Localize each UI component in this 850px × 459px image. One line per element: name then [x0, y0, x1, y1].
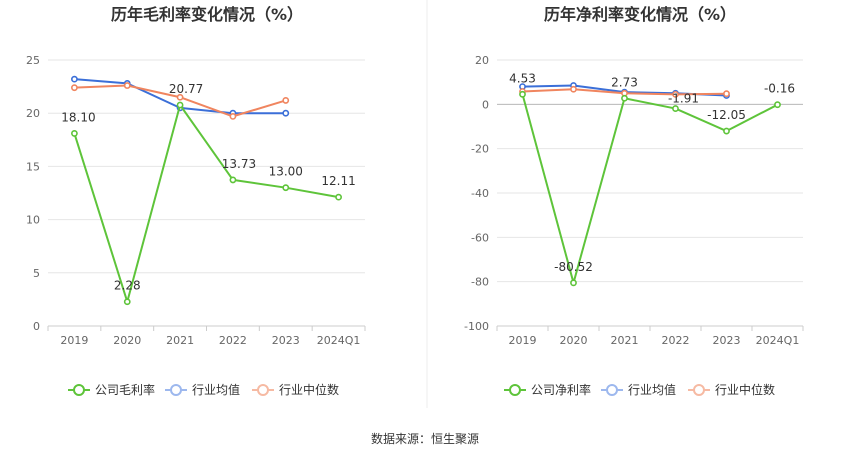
y-tick-label: 0 — [482, 98, 489, 111]
series-line — [521, 94, 778, 284]
data-point[interactable] — [71, 84, 78, 92]
legend-label: 公司毛利率 — [95, 382, 155, 397]
legend-swatch-marker — [73, 384, 85, 396]
data-point[interactable] — [282, 109, 290, 117]
data-point[interactable] — [229, 176, 237, 184]
data-point[interactable] — [774, 101, 781, 109]
data-label: 18.10 — [61, 110, 95, 124]
data-point[interactable] — [176, 93, 184, 101]
data-label: -12.05 — [707, 108, 746, 122]
x-tick-label: 2019 — [509, 334, 537, 347]
data-point[interactable] — [570, 279, 577, 287]
y-tick-label: -40 — [471, 187, 489, 200]
x-tick-label: 2023 — [713, 334, 741, 347]
legend-item[interactable]: 行业均值 — [601, 382, 676, 397]
legend-label: 行业均值 — [192, 382, 240, 397]
data-point[interactable] — [519, 90, 526, 98]
legend-label: 行业中位数 — [279, 382, 339, 397]
legend-swatch-marker — [509, 384, 521, 396]
data-point[interactable] — [282, 184, 290, 192]
data-label: 20.77 — [169, 82, 203, 96]
x-tick-label: 2022 — [219, 334, 247, 347]
data-point[interactable] — [123, 298, 131, 306]
x-tick-label: 2022 — [662, 334, 690, 347]
y-tick-label: -100 — [464, 320, 489, 333]
data-point[interactable] — [335, 193, 342, 201]
legend-label: 公司净利率 — [531, 382, 591, 397]
y-tick-label: 20 — [475, 54, 489, 67]
data-point[interactable] — [123, 82, 131, 89]
data-point[interactable] — [229, 112, 237, 120]
legend-label: 行业中位数 — [715, 382, 775, 397]
y-tick-label: -60 — [471, 231, 489, 244]
y-tick-label: 0 — [33, 320, 40, 333]
x-tick-label: 2021 — [166, 334, 194, 347]
x-tick-label: 2023 — [272, 334, 300, 347]
legend-item[interactable]: 行业中位数 — [252, 382, 339, 397]
x-tick-label: 2020 — [113, 334, 141, 347]
y-tick-label: 5 — [33, 267, 40, 280]
data-label: 2.28 — [114, 279, 141, 293]
legend-item[interactable]: 行业均值 — [165, 382, 240, 397]
y-tick-label: 25 — [26, 54, 40, 67]
data-point[interactable] — [723, 127, 730, 135]
x-tick-label: 2019 — [60, 334, 88, 347]
data-point[interactable] — [570, 85, 577, 93]
data-point[interactable] — [282, 97, 290, 104]
data-point[interactable] — [621, 94, 628, 102]
x-tick-label: 2024Q1 — [317, 334, 361, 347]
legend-swatch-marker — [170, 384, 182, 396]
legend-swatch-marker — [693, 384, 705, 396]
series-line — [73, 104, 339, 303]
y-tick-label: -20 — [471, 143, 489, 156]
data-label: 2.73 — [611, 75, 638, 89]
legend-item[interactable]: 公司净利率 — [504, 382, 591, 397]
data-point[interactable] — [71, 75, 78, 83]
net-margin-chart: 历年净利率变化情况（%） -100 -80 -60 -40 -20 0 20 2019 2020 2… — [464, 5, 804, 397]
x-tick-label: 2020 — [560, 334, 588, 347]
y-tick-label: 15 — [26, 160, 40, 173]
chart-title: 历年净利率变化情况（%） — [544, 5, 736, 24]
gross-margin-chart: 历年毛利率变化情况（%） 0 5 10 15 20 25 2019 2020 2021 2022 20… — [26, 5, 366, 397]
data-point[interactable] — [672, 105, 679, 112]
legend-item[interactable]: 公司毛利率 — [68, 382, 155, 397]
data-label: 13.00 — [269, 165, 303, 179]
y-tick-label: -80 — [471, 276, 489, 289]
x-tick-label: 2024Q1 — [756, 334, 800, 347]
y-tick-label: 10 — [26, 214, 40, 227]
chart-title: 历年毛利率变化情况（%） — [111, 5, 303, 24]
data-point[interactable] — [672, 90, 679, 98]
data-label: -0.16 — [764, 82, 795, 96]
data-point[interactable] — [71, 130, 78, 137]
data-source-label: 数据来源：恒生聚源 — [371, 431, 479, 446]
legend-swatch-marker — [606, 384, 618, 396]
y-tick-label: 20 — [26, 107, 40, 120]
legend-item[interactable]: 行业中位数 — [688, 382, 775, 397]
legend-swatch-marker — [257, 384, 269, 396]
data-label: 4.53 — [509, 71, 536, 85]
data-label: 13.73 — [222, 157, 256, 171]
x-tick-label: 2021 — [611, 334, 639, 347]
data-label: -1.91 — [668, 92, 699, 106]
data-label: -80.52 — [554, 260, 593, 274]
legend-label: 行业均值 — [628, 382, 676, 397]
data-point[interactable] — [723, 90, 730, 98]
data-label: 12.11 — [321, 174, 355, 188]
data-point[interactable] — [176, 101, 184, 109]
